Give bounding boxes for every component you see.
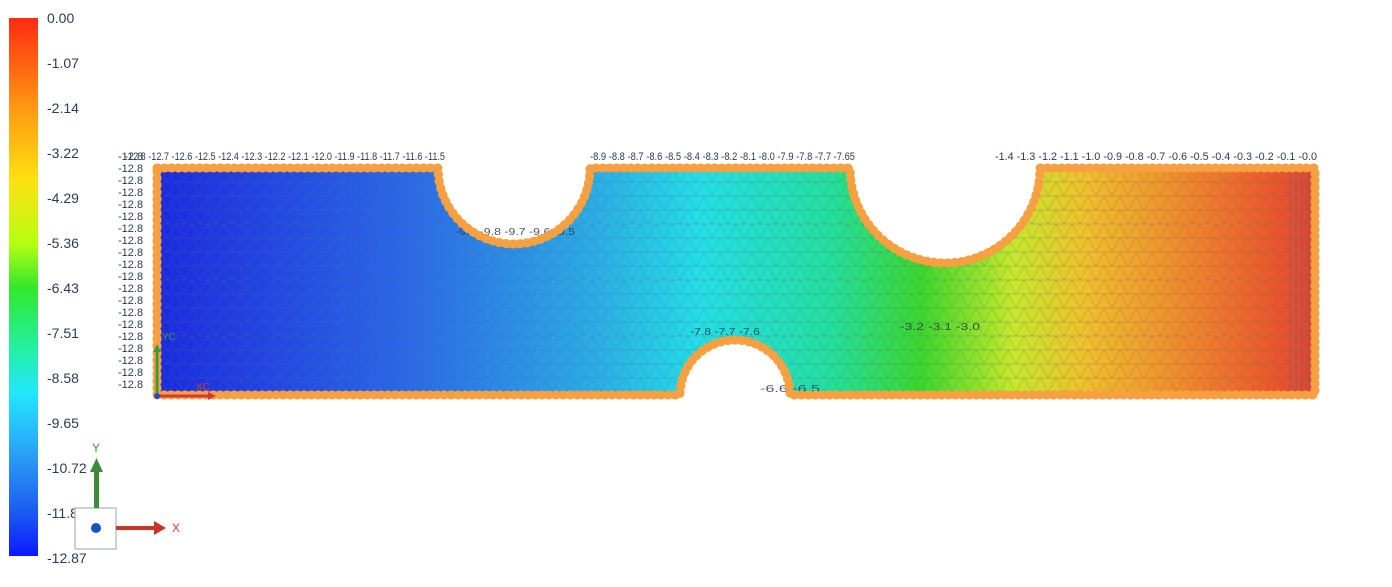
svg-text:-12.8: -12.8 — [118, 151, 143, 163]
svg-text:-12.8: -12.8 — [118, 199, 143, 211]
legend-label-8: -8.58 — [47, 370, 79, 386]
svg-text:-12.8: -12.8 — [118, 271, 143, 283]
node-value-labels-top: -12.8 -12.7 -12.6 -12.5 -12.4 -12.3 -12.… — [125, 151, 1317, 163]
legend-label-2: -2.14 — [47, 100, 79, 116]
work-coordinate-system: XC YC — [153, 332, 216, 400]
svg-text:-1.4 -1.3 -1.2 -1.1 -1.0 -0.9: -1.4 -1.3 -1.2 -1.1 -1.0 -0.9 -0.8 -0.7 … — [995, 151, 1317, 163]
legend-label-1: -1.07 — [47, 55, 79, 71]
svg-text:-12.8: -12.8 — [118, 223, 143, 235]
legend-label-0: 0.00 — [47, 10, 75, 26]
svg-text:-9.9 -9.8 -9.7 -9.6 -9.5: -9.9 -9.8 -9.7 -9.6 -9.5 — [455, 227, 576, 238]
z-axis-dot-icon — [91, 523, 101, 533]
svg-text:-12.8: -12.8 — [118, 331, 143, 343]
svg-text:-12.8 -12.7 -12.6 -12.5 -12.4: -12.8 -12.7 -12.6 -12.5 -12.4 -12.3 -12.… — [125, 151, 445, 163]
svg-text:-12.8: -12.8 — [118, 367, 143, 379]
svg-text:-12.8: -12.8 — [118, 247, 143, 259]
legend-label-4: -4.29 — [47, 190, 79, 206]
svg-text:-12.8: -12.8 — [118, 163, 143, 175]
coordinate-triad-icon[interactable]: X Y — [60, 440, 200, 560]
y-axis-arrow — [90, 458, 103, 508]
legend-label-5: -5.36 — [47, 235, 79, 251]
fixed-constraint-markers — [1289, 172, 1309, 390]
svg-text:-12.8: -12.8 — [118, 355, 143, 367]
legend-label-10: -10.72 — [47, 460, 87, 476]
legend-label-9: -9.65 — [47, 415, 79, 431]
plate-mesh[interactable] — [150, 160, 1325, 405]
boundary-outline — [155, 166, 1317, 397]
svg-text:-3.2 -3.1 -3.0: -3.2 -3.1 -3.0 — [900, 322, 981, 333]
x-axis-arrow — [116, 521, 166, 535]
svg-text:-12.8: -12.8 — [118, 187, 143, 199]
svg-text:-12.8: -12.8 — [118, 307, 143, 319]
x-axis-label: X — [172, 521, 180, 535]
svg-text:-12.8: -12.8 — [118, 259, 143, 271]
legend-label-12: -12.87 — [47, 550, 87, 566]
svg-text:-12.8: -12.8 — [118, 211, 143, 223]
mini-x-label: XC — [196, 382, 210, 393]
legend-label-7: -7.51 — [47, 325, 79, 341]
y-axis-label: Y — [92, 441, 100, 455]
svg-text:-7.8 -7.7 -7.6: -7.8 -7.7 -7.6 — [690, 327, 761, 338]
svg-text:-12.8: -12.8 — [118, 319, 143, 331]
svg-text:-12.8: -12.8 — [118, 283, 143, 295]
color-legend: 0.00 -1.07 -2.14 -3.22 -4.29 -5.36 -6.43… — [0, 0, 110, 582]
svg-text:-12.8: -12.8 — [118, 379, 143, 391]
svg-text:-8.9 -8.8 -8.7 -8.6 -8.5 -8.4: -8.9 -8.8 -8.7 -8.6 -8.5 -8.4 -8.3 -8.2 … — [590, 151, 855, 163]
mini-y-label: YC — [162, 332, 176, 343]
legend-label-6: -6.43 — [47, 280, 79, 296]
svg-text:-12.8: -12.8 — [118, 295, 143, 307]
svg-text:-12.8: -12.8 — [118, 343, 143, 355]
legend-label-3: -3.22 — [47, 145, 79, 161]
node-value-labels-left: -12.8 -12.8 -12.8 -12.8 -12.8 -12.8 -12.… — [118, 151, 143, 391]
svg-text:-12.8: -12.8 — [118, 175, 143, 187]
legend-color-bar — [9, 18, 38, 556]
svg-text:-12.8: -12.8 — [118, 235, 143, 247]
